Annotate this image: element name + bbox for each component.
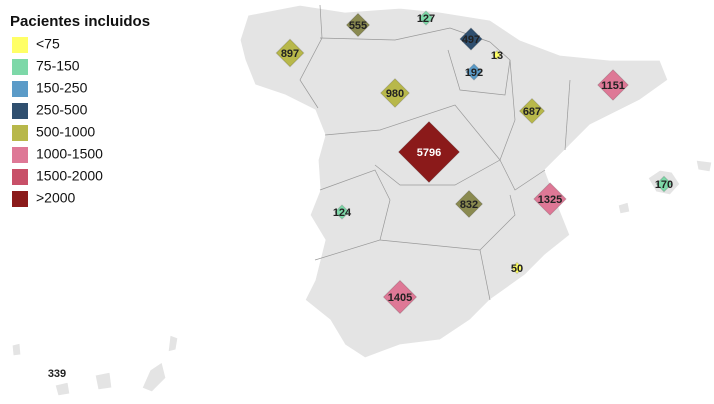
marker	[597, 69, 629, 101]
coast	[284, 94, 306, 301]
region-border	[379, 194, 516, 251]
marker-label: 497	[462, 34, 480, 46]
marker	[334, 204, 350, 220]
marker-label: 13	[491, 50, 503, 62]
canary	[141, 361, 167, 393]
canary	[11, 342, 22, 357]
legend-label: <75	[36, 36, 60, 52]
marker	[345, 12, 371, 38]
legend-label: 1500-2000	[36, 168, 103, 184]
marker-label: 127	[417, 13, 435, 25]
legend-label: >2000	[36, 190, 76, 206]
balearic	[617, 201, 631, 215]
legend-label: 1000-1500	[36, 146, 103, 162]
marker	[418, 10, 434, 26]
marker-label: 897	[281, 48, 299, 60]
marker-label: 555	[349, 20, 367, 32]
spain	[239, 4, 669, 359]
legend-label: 500-1000	[36, 124, 95, 140]
marker	[382, 279, 418, 315]
marker	[275, 38, 305, 68]
legend-swatch	[12, 191, 28, 207]
region-border	[374, 159, 501, 186]
marker	[518, 97, 546, 125]
canary	[167, 334, 179, 353]
marker-label: 50	[511, 263, 523, 275]
canary	[54, 381, 71, 397]
marker	[454, 189, 484, 219]
region-border	[324, 104, 501, 161]
legend-swatch	[12, 169, 28, 185]
marker	[380, 78, 410, 108]
region-border	[564, 79, 571, 151]
marker	[510, 261, 524, 275]
legend-swatch	[12, 103, 28, 119]
marker-label: 170	[655, 179, 673, 191]
land	[11, 4, 713, 397]
marker-label: 832	[460, 199, 478, 211]
marker	[533, 182, 567, 216]
marker-label: 1151	[601, 80, 625, 92]
legend-label: 250-500	[36, 102, 88, 118]
region-border	[447, 41, 511, 96]
marker	[655, 175, 673, 193]
marker-label: 339	[48, 368, 66, 380]
marker-label: 980	[386, 88, 404, 100]
balearic	[695, 159, 713, 173]
legend-swatch	[12, 37, 28, 53]
marker	[459, 27, 483, 51]
marker	[397, 120, 461, 184]
legend-title: Pacientes incluidos	[10, 13, 150, 30]
markers: 127 555 497 13 897 192 980 1151 687 5796 1325 170 12…	[48, 10, 673, 380]
marker	[491, 49, 503, 61]
legend-swatch	[12, 59, 28, 75]
marker-label: 687	[523, 106, 541, 118]
legend-swatch	[12, 147, 28, 163]
marker-label: 192	[465, 67, 483, 79]
marker-label: 1325	[538, 194, 562, 206]
legend: Pacientes incluidos <75 75-150 150-250 250-…	[10, 13, 150, 207]
region-border	[479, 249, 491, 301]
marker-label: 1405	[388, 292, 412, 304]
region-border	[299, 4, 323, 109]
canary	[94, 371, 113, 391]
legend-label: 150-250	[36, 80, 88, 96]
marker-label: 5796	[417, 147, 441, 159]
legend-label: 75-150	[36, 58, 80, 74]
region-border	[314, 169, 391, 261]
legend-swatch	[12, 125, 28, 141]
legend-swatch	[12, 81, 28, 97]
marker	[465, 63, 483, 81]
marker-label: 124	[333, 207, 352, 219]
